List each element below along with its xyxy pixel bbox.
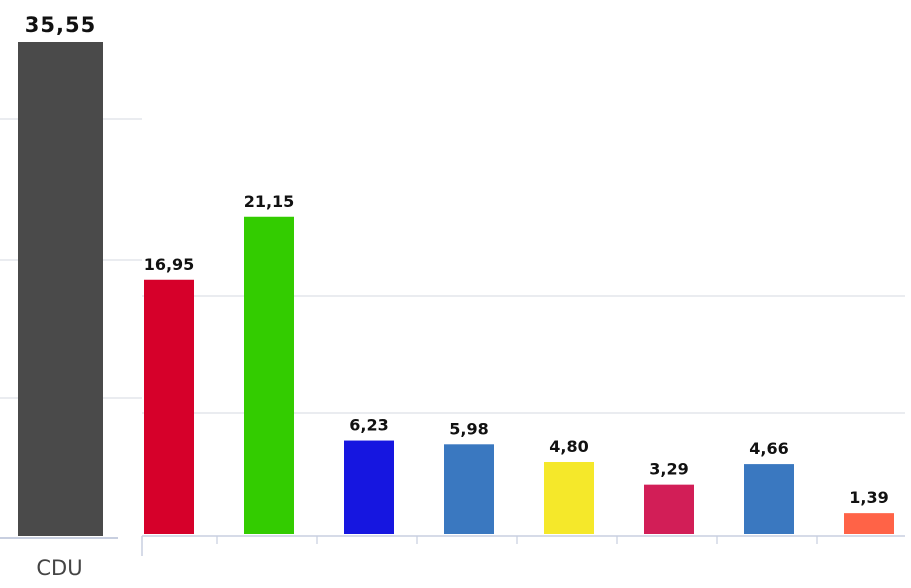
bar	[544, 462, 594, 534]
bar	[644, 484, 694, 534]
data-label: 4,66	[749, 439, 788, 458]
data-label: 3,29	[649, 460, 688, 479]
data-label: 5,98	[449, 419, 488, 438]
bar	[244, 216, 294, 534]
data-label: 16,95	[144, 255, 195, 274]
data-label: 1,39	[849, 488, 888, 507]
bars	[18, 42, 894, 536]
data-label: 6,23	[349, 416, 388, 435]
data-label: 4,80	[549, 437, 588, 456]
bar	[344, 440, 394, 534]
data-label: 35,55	[25, 13, 96, 37]
category-labels: CDU	[36, 556, 82, 580]
x-axis	[0, 535, 905, 556]
bar	[18, 42, 103, 536]
bar	[744, 464, 794, 534]
bar	[144, 279, 194, 534]
bar	[444, 444, 494, 534]
data-label: 21,15	[244, 192, 295, 211]
value-labels: 35,55 16,95 21,15 6,23 5,98 4,80 3,29 4,66 1,39	[25, 13, 889, 507]
bar	[844, 513, 894, 534]
category-label: CDU	[36, 556, 82, 580]
